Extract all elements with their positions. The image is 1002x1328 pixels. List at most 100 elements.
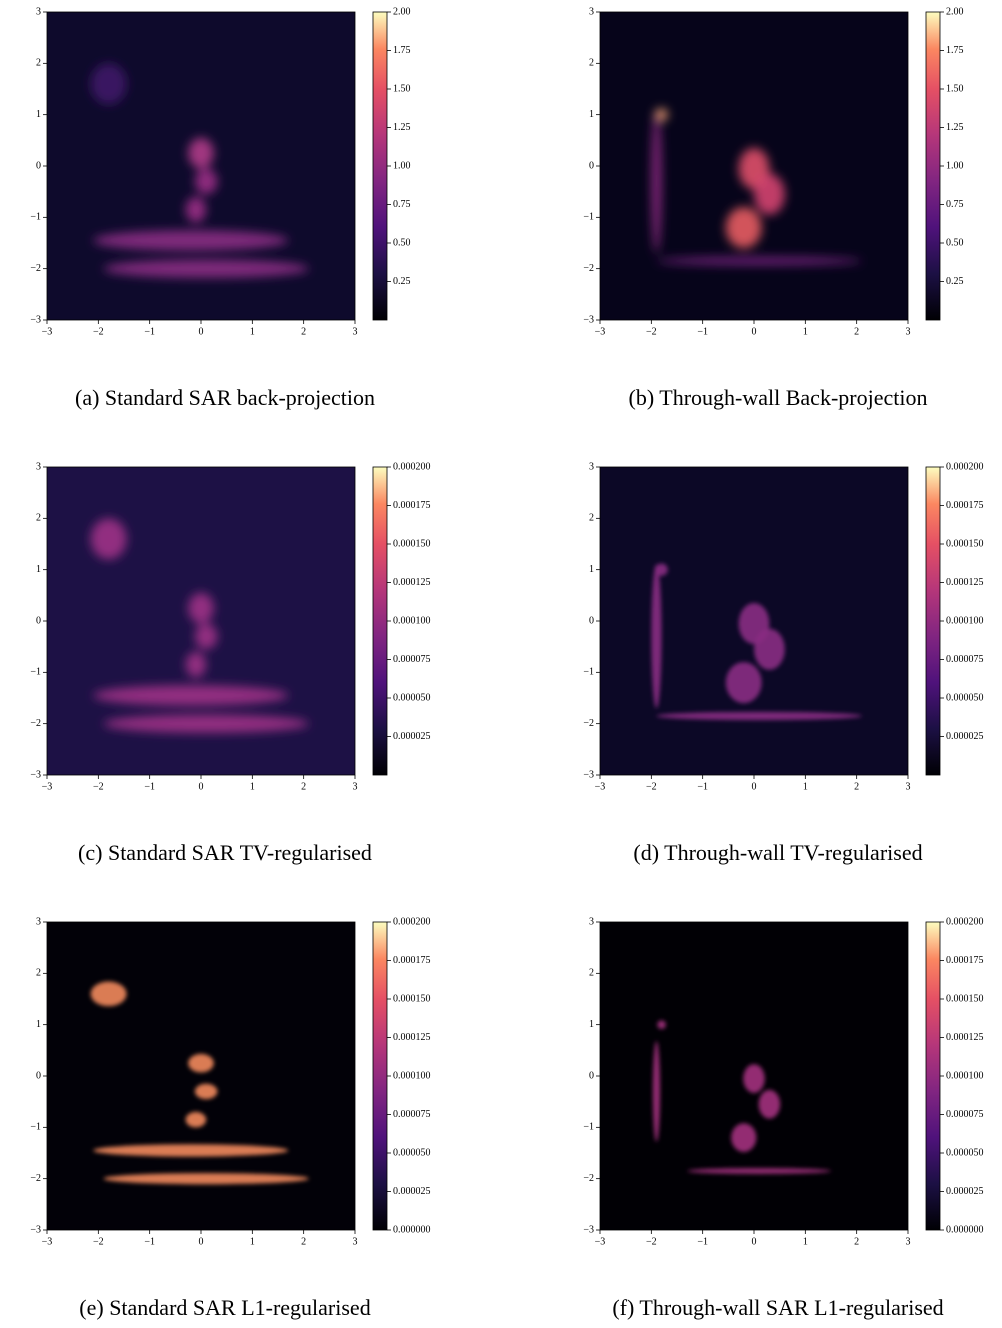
colorbar-tick-label: 0.000050	[393, 1147, 431, 1158]
colorbar-tick-label: 0.25	[946, 276, 964, 287]
colorbar-tick-label: 0.000100	[393, 615, 431, 626]
colorbar-tick-label: 0.000150	[946, 538, 984, 549]
caption: (b) Through-wall Back-projection	[629, 385, 928, 410]
colorbar-tick-label: 0.50	[946, 237, 964, 248]
panel: −3 −2 −1 0 1 2 3 −3 −2 −1 0 1 2 3 0.000025 0.000050 0.00…	[583, 461, 983, 865]
panel: −3 −2 −1 0 1 2 3 −3 −2 −1 0 1 2 3 0.25 0.50 0.75 1.00 1.25…	[583, 6, 963, 410]
x-tick-label: 0	[199, 781, 204, 792]
heat-blob	[103, 1173, 309, 1185]
x-tick-label: 3	[906, 781, 911, 792]
colorbar-tick-label: 0.000025	[946, 1186, 984, 1197]
y-tick-label: 3	[36, 6, 41, 17]
y-tick-label: 3	[589, 6, 594, 17]
x-tick-label: 3	[906, 1236, 911, 1247]
heat-blob	[687, 1168, 832, 1174]
x-tick-label: 1	[250, 1236, 255, 1247]
x-tick-label: −2	[93, 781, 104, 792]
colorbar	[372, 11, 388, 321]
y-tick-label: 1	[589, 109, 594, 120]
colorbar-tick-label: 0.000050	[946, 1147, 984, 1158]
heat-blob	[93, 685, 289, 706]
y-tick-label: −1	[30, 212, 41, 223]
heat-blob	[651, 564, 662, 709]
heat-blob	[655, 108, 668, 121]
y-tick-label: −1	[583, 212, 594, 223]
heat-blob	[725, 207, 762, 249]
colorbar-tick-label: 0.000100	[946, 615, 984, 626]
y-tick-label: −3	[30, 1224, 41, 1235]
y-tick-label: 1	[589, 1019, 594, 1030]
y-tick-label: −3	[583, 1224, 594, 1235]
x-tick-label: 2	[854, 326, 859, 337]
heat-blob	[188, 1053, 214, 1073]
heat-blob	[754, 173, 785, 215]
caption: (f) Through-wall SAR L1-regularised	[612, 1295, 943, 1320]
colorbar-tick-label: 0.000025	[946, 731, 984, 742]
colorbar-tick-label: 0.000150	[393, 993, 431, 1004]
heat-blob	[657, 1020, 666, 1029]
heat-blob	[651, 109, 662, 254]
x-tick-label: −1	[697, 781, 708, 792]
y-tick-label: 2	[36, 58, 41, 69]
x-tick-label: 1	[250, 781, 255, 792]
y-tick-label: 3	[589, 916, 594, 927]
colorbar-tick-label: 0.000125	[946, 1032, 984, 1043]
x-tick-label: 1	[803, 1236, 808, 1247]
colorbar-tick-label: 0.000075	[393, 654, 431, 665]
colorbar-tick-label: 0.000025	[393, 1186, 431, 1197]
heat-blob	[725, 662, 762, 704]
x-tick-label: −3	[595, 781, 606, 792]
heat-blob	[103, 259, 309, 278]
colorbar	[372, 921, 388, 1231]
heat-blob	[194, 1083, 218, 1100]
colorbar-tick-label: 1.25	[946, 122, 964, 133]
y-tick-label: −3	[30, 769, 41, 780]
colorbar-tick-label: 2.00	[393, 6, 411, 17]
heat-blob	[656, 711, 862, 721]
colorbar-tick-label: 0.75	[946, 199, 964, 210]
y-tick-label: 1	[36, 564, 41, 575]
x-tick-label: 0	[752, 1236, 757, 1247]
x-tick-label: 3	[353, 781, 358, 792]
x-tick-label: −3	[595, 1236, 606, 1247]
caption: (d) Through-wall TV-regularised	[633, 840, 922, 865]
y-tick-label: 3	[36, 916, 41, 927]
y-tick-label: 1	[36, 1019, 41, 1030]
colorbar-tick-label: 0.25	[393, 276, 411, 287]
colorbar-tick-label: 1.75	[946, 45, 964, 56]
y-tick-label: −1	[30, 1122, 41, 1133]
colorbar-tick-label: 0.000175	[946, 955, 984, 966]
heat-blob	[90, 518, 127, 560]
x-tick-label: −2	[93, 1236, 104, 1247]
colorbar-tick-label: 0.000075	[946, 1109, 984, 1120]
y-tick-label: −3	[583, 314, 594, 325]
heatmap	[651, 563, 862, 721]
colorbar-tick-label: 0.000125	[393, 577, 431, 588]
x-tick-label: 0	[752, 326, 757, 337]
heat-blob	[656, 256, 862, 266]
y-tick-label: 0	[36, 1070, 41, 1081]
colorbar-tick-label: 0.000075	[393, 1109, 431, 1120]
heat-blob	[93, 1144, 289, 1157]
x-tick-label: −2	[646, 1236, 657, 1247]
heat-blob	[731, 1123, 757, 1152]
colorbar-tick-label: 1.00	[393, 160, 411, 171]
x-tick-label: 1	[803, 781, 808, 792]
y-tick-label: −1	[583, 1122, 594, 1133]
heat-blob	[185, 196, 207, 223]
y-tick-label: 2	[589, 968, 594, 979]
x-tick-label: 1	[250, 326, 255, 337]
heat-blob	[188, 137, 214, 169]
colorbar	[925, 921, 941, 1231]
panel: −3 −2 −1 0 1 2 3 −3 −2 −1 0 1 2 3 0.000000 0.000025 0.00…	[30, 916, 430, 1320]
colorbar-tick-label: 0.000100	[393, 1070, 431, 1081]
y-tick-label: 2	[589, 513, 594, 524]
colorbar-tick-label: 0.000025	[393, 731, 431, 742]
y-tick-label: −2	[583, 718, 594, 729]
colorbar-tick-label: 0.000200	[393, 916, 431, 927]
heatmap	[652, 1020, 832, 1174]
colorbar-tick-label: 2.00	[946, 6, 964, 17]
y-tick-label: 1	[36, 109, 41, 120]
heatmap	[90, 981, 309, 1185]
colorbar	[925, 11, 941, 321]
